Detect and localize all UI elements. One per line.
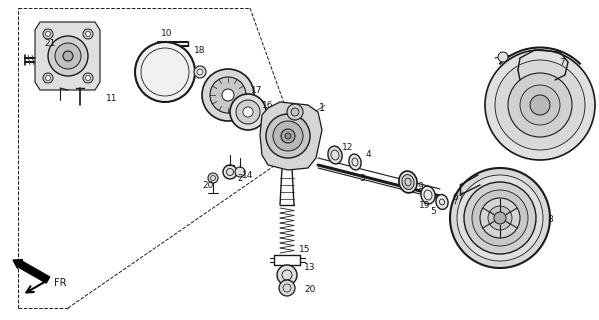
- Circle shape: [236, 100, 260, 124]
- Circle shape: [530, 95, 550, 115]
- Circle shape: [488, 206, 512, 230]
- Circle shape: [279, 280, 295, 296]
- Text: 19: 19: [419, 201, 431, 210]
- Circle shape: [281, 129, 295, 143]
- Circle shape: [508, 73, 572, 137]
- Circle shape: [46, 31, 50, 36]
- Circle shape: [457, 175, 543, 261]
- Text: 6: 6: [452, 194, 458, 203]
- Text: 11: 11: [106, 93, 118, 102]
- Circle shape: [464, 182, 536, 254]
- Text: 9: 9: [417, 181, 423, 190]
- Circle shape: [520, 85, 560, 125]
- Text: 4: 4: [365, 149, 371, 158]
- Text: 1: 1: [319, 103, 325, 113]
- Text: 16: 16: [262, 100, 274, 109]
- Circle shape: [43, 29, 53, 39]
- Ellipse shape: [399, 171, 417, 193]
- Text: 20: 20: [304, 285, 316, 294]
- Circle shape: [208, 173, 218, 183]
- Circle shape: [63, 51, 73, 61]
- Polygon shape: [260, 102, 322, 170]
- Circle shape: [273, 121, 303, 151]
- Text: 17: 17: [251, 85, 263, 94]
- Circle shape: [285, 133, 291, 139]
- Circle shape: [55, 43, 81, 69]
- Text: 18: 18: [194, 45, 205, 54]
- Circle shape: [472, 190, 528, 246]
- Text: 3: 3: [359, 173, 365, 182]
- Circle shape: [291, 108, 299, 116]
- Text: 2: 2: [237, 173, 243, 182]
- Text: 7: 7: [559, 58, 565, 67]
- Circle shape: [277, 265, 297, 285]
- Text: 14: 14: [243, 171, 254, 180]
- Circle shape: [86, 31, 90, 36]
- Circle shape: [450, 168, 550, 268]
- Circle shape: [235, 167, 245, 177]
- Circle shape: [48, 36, 88, 76]
- Text: 10: 10: [161, 28, 173, 37]
- Circle shape: [202, 69, 254, 121]
- Circle shape: [194, 66, 206, 78]
- Circle shape: [83, 73, 93, 83]
- Circle shape: [498, 52, 508, 62]
- Ellipse shape: [421, 186, 435, 204]
- Circle shape: [210, 77, 246, 113]
- Circle shape: [222, 89, 234, 101]
- Circle shape: [230, 94, 266, 130]
- Text: FR: FR: [54, 278, 66, 288]
- Text: 8: 8: [547, 215, 553, 225]
- Text: 13: 13: [304, 263, 316, 273]
- Text: 5: 5: [430, 207, 436, 217]
- FancyArrow shape: [13, 260, 50, 283]
- Circle shape: [46, 76, 50, 81]
- Circle shape: [485, 50, 595, 160]
- Circle shape: [43, 73, 53, 83]
- Ellipse shape: [402, 174, 414, 189]
- Circle shape: [266, 114, 310, 158]
- Circle shape: [480, 198, 520, 238]
- Circle shape: [135, 42, 195, 102]
- Ellipse shape: [328, 146, 342, 164]
- Circle shape: [223, 165, 237, 179]
- Circle shape: [287, 104, 303, 120]
- Ellipse shape: [349, 154, 361, 170]
- Circle shape: [494, 212, 506, 224]
- Circle shape: [243, 107, 253, 117]
- Ellipse shape: [436, 195, 448, 210]
- Circle shape: [495, 60, 585, 150]
- Circle shape: [83, 29, 93, 39]
- Circle shape: [86, 76, 90, 81]
- Text: 12: 12: [342, 142, 353, 151]
- Polygon shape: [35, 22, 100, 90]
- Text: 15: 15: [300, 245, 311, 254]
- Text: 20: 20: [202, 180, 214, 189]
- Text: 21: 21: [44, 38, 56, 47]
